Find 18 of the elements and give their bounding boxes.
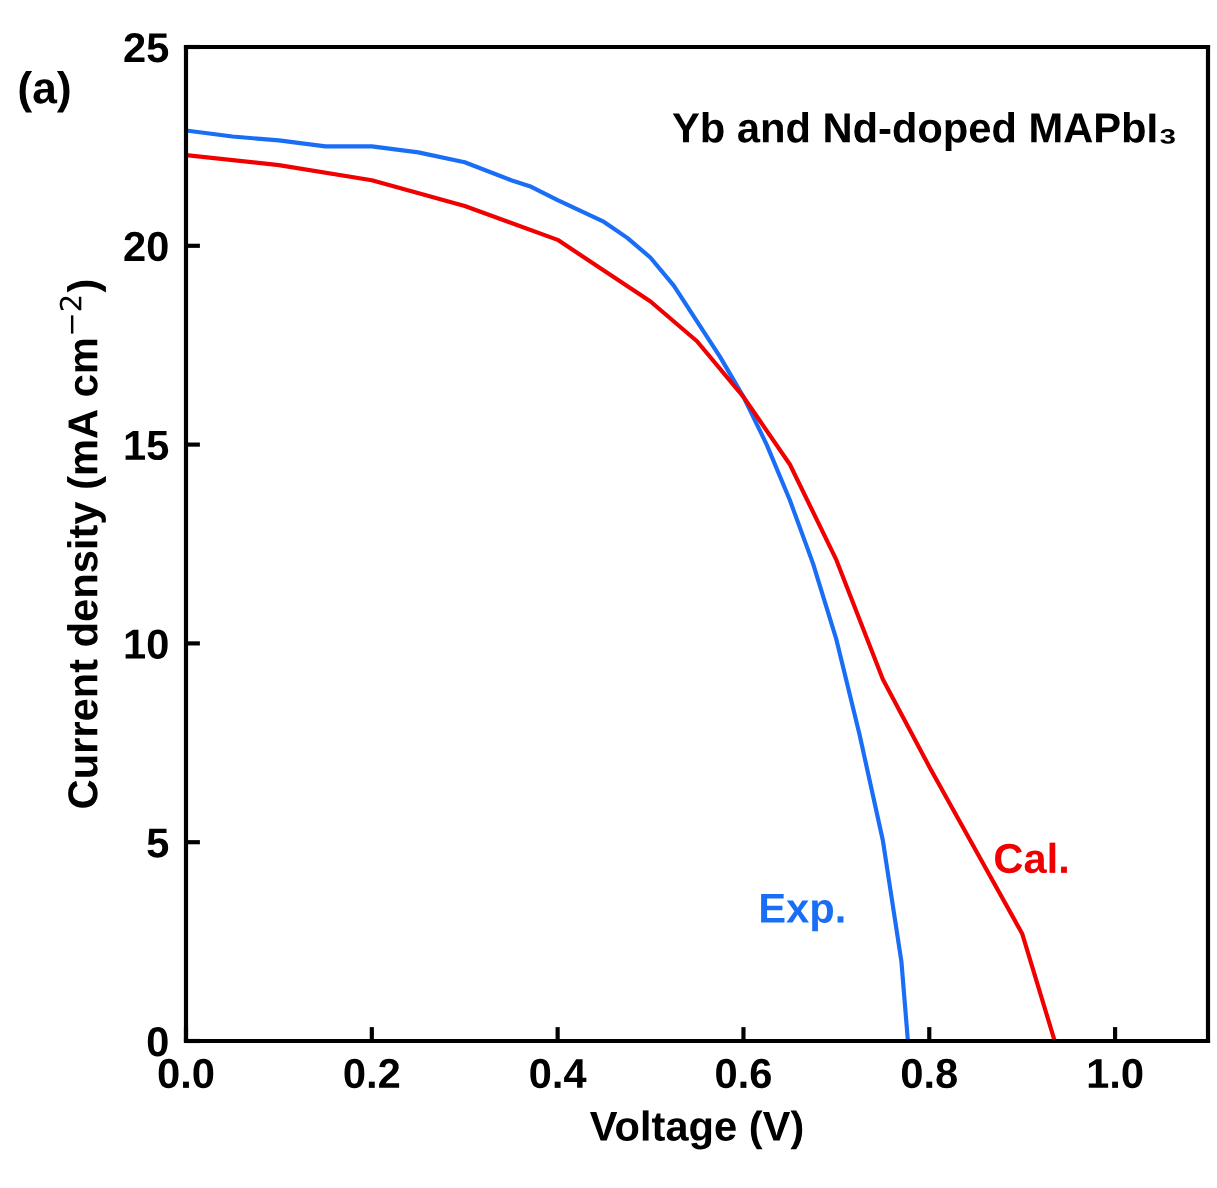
x-tick-label: 0.0 xyxy=(158,1058,214,1089)
x-axis-title: Voltage (V) xyxy=(590,1110,803,1150)
x-tick-label: 0.8 xyxy=(901,1058,957,1089)
y-axis-title: Current density (mA cm$^{−2}$) xyxy=(59,280,106,808)
y-tick-label: 10 xyxy=(125,629,168,659)
x-tick-label: 0.2 xyxy=(344,1058,400,1089)
x-tick-label: 0.6 xyxy=(716,1058,771,1089)
x-tick-label: 1.0 xyxy=(1088,1058,1143,1089)
series-label: Exp. xyxy=(761,893,844,932)
y-tick-label: 5 xyxy=(147,828,169,858)
y-tick-label: 20 xyxy=(124,231,168,262)
y-tick-label: 0 xyxy=(147,1027,168,1057)
series-label: Cal. xyxy=(995,842,1067,874)
text: Yb and Nd-doped MAPbI₃ xyxy=(672,112,1175,151)
text: (a) xyxy=(19,71,70,113)
x-tick-label: 0.4 xyxy=(530,1058,587,1089)
y-tick-label: 15 xyxy=(125,431,169,461)
y-tick-label: 25 xyxy=(124,33,169,63)
